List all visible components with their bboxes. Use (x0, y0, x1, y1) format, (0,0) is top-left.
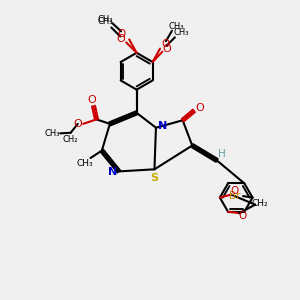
Text: CH₃: CH₃ (76, 159, 93, 168)
Text: CH₂: CH₂ (63, 135, 78, 144)
Text: O: O (162, 39, 170, 49)
Text: O: O (195, 103, 204, 113)
Text: CH₂: CH₂ (251, 199, 268, 208)
Text: N: N (158, 121, 167, 131)
Text: O: O (231, 186, 239, 196)
Text: O: O (74, 119, 82, 129)
Text: O: O (239, 211, 247, 221)
Text: CH₃: CH₃ (169, 22, 184, 31)
Text: H: H (218, 149, 226, 159)
Text: N: N (108, 167, 117, 177)
Text: Br: Br (229, 191, 241, 201)
Text: CH₃: CH₃ (44, 129, 60, 138)
Text: O: O (117, 29, 125, 39)
Text: O: O (88, 95, 96, 105)
Text: O: O (162, 44, 171, 54)
Text: CH₃: CH₃ (98, 17, 113, 26)
Text: S: S (150, 172, 158, 183)
Text: CH₃: CH₃ (173, 28, 189, 37)
Text: O: O (116, 34, 125, 44)
Text: CH₃: CH₃ (98, 15, 113, 24)
